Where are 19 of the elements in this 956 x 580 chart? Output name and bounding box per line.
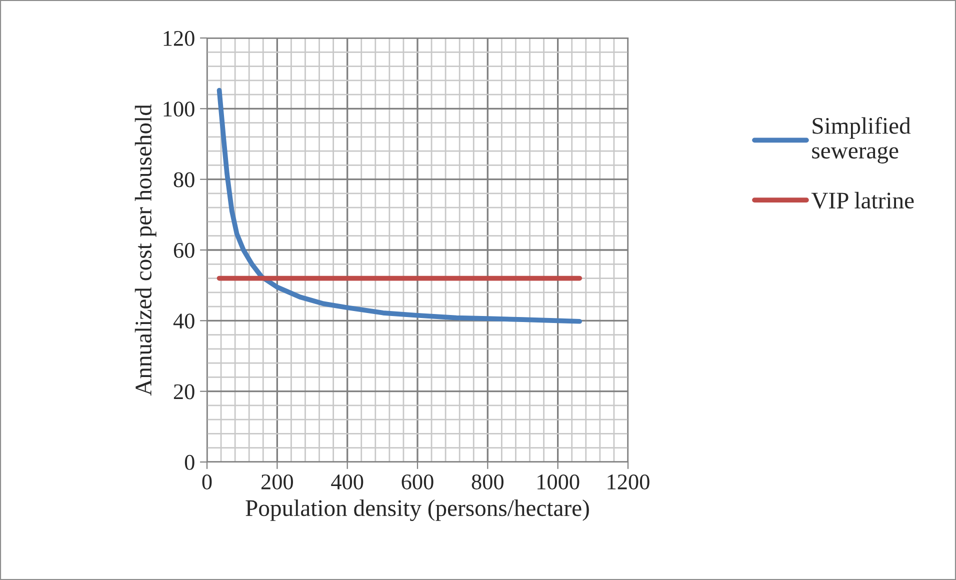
x-tick-label: 1200 (608, 474, 650, 490)
y-tick-label: 20 (174, 384, 194, 400)
x-tick-label: 600 (402, 474, 434, 490)
y-tick-label: 0 (184, 454, 194, 470)
y-tick-label: 40 (173, 314, 194, 329)
legend-label: Simplified sewerage (812, 117, 911, 164)
x-tick-label: 0 (202, 474, 212, 490)
y-tick-label: 80 (174, 172, 194, 188)
x-tick-label: 200 (261, 474, 293, 490)
x-tick-label: 400 (331, 474, 364, 490)
y-tick-label: 60 (174, 242, 194, 258)
y-tick-label: 100 (164, 102, 194, 117)
y-axis-title: Annualized cost per household (134, 104, 156, 396)
line-series (216, 88, 582, 324)
x-axis-title: Population density (persons/hectare) (246, 500, 589, 521)
x-tick-label: 800 (472, 474, 504, 490)
legend-label: VIP latrine (811, 192, 914, 209)
x-tick-label: 1000 (538, 474, 580, 490)
y-tick-label: 120 (164, 30, 194, 46)
